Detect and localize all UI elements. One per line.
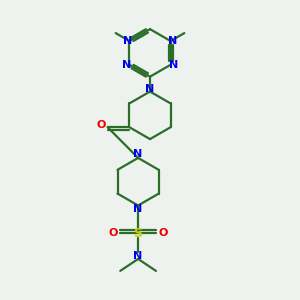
Text: O: O xyxy=(158,228,168,238)
Text: N: N xyxy=(122,60,131,70)
Text: N: N xyxy=(168,36,177,46)
Text: N: N xyxy=(134,149,143,160)
Text: O: O xyxy=(109,228,118,238)
Text: N: N xyxy=(134,251,143,261)
Text: S: S xyxy=(134,227,142,240)
Text: N: N xyxy=(134,204,143,214)
Text: O: O xyxy=(97,120,106,130)
Text: N: N xyxy=(123,36,132,46)
Text: N: N xyxy=(146,84,154,94)
Text: N: N xyxy=(169,60,178,70)
